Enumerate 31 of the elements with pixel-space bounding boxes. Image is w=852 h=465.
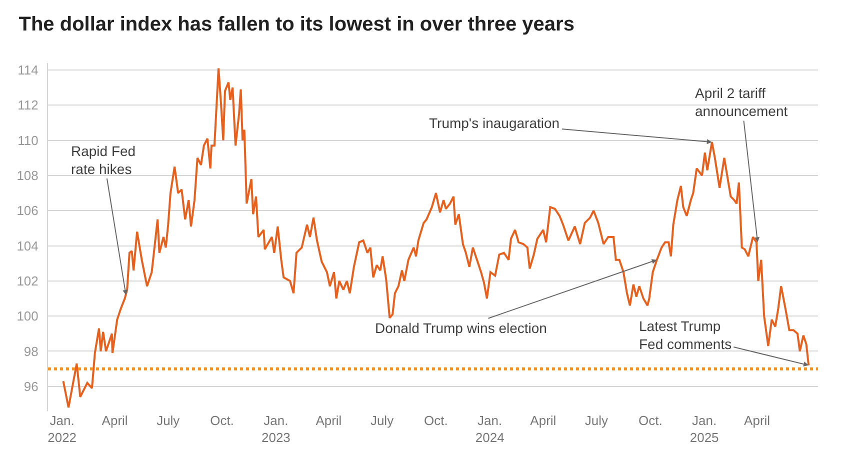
x-tick-label: Oct. [424,413,448,428]
y-tick-label: 114 [18,62,38,78]
y-tick-label: 100 [16,308,38,324]
y-tick-label: 106 [16,203,38,218]
x-tick-label: Jan. 2023 [261,413,290,445]
chart-title: The dollar index has fallen to its lowest in over three years [18,13,574,36]
x-tick-label: Oct. [638,413,662,428]
annotation: Rapid Fed rate hikes [71,143,136,178]
y-tick-label: 96 [24,378,38,394]
line-series [62,67,810,408]
y-tick-label: 102 [16,273,38,288]
x-tick-label: April [530,413,556,428]
x-tick-label: Jan. 2025 [690,413,719,445]
x-tick-label: July [584,413,609,428]
y-tick-label: 108 [16,168,38,184]
y-tick-label: 98 [24,344,38,359]
x-tick-label: April [102,413,128,428]
x-tick-label: Oct. [210,413,234,428]
y-tick-label: 112 [18,98,38,113]
y-tick-label: 104 [16,238,38,254]
annotation: Donald Trump wins election [375,320,547,336]
annotation: April 2 tariff announcement [695,85,788,120]
x-tick-label: Jan. 2022 [48,413,77,445]
x-tick-label: July [156,413,180,428]
x-tick-label: July [370,413,394,428]
annotation: Trump's inaugaration [429,115,560,131]
annotation: Latest Trump Fed comments [639,318,732,352]
x-tick-label: April [744,413,770,428]
x-tick-label: April [316,413,342,428]
y-tick-label: 110 [18,132,38,148]
x-tick-label: Jan. 2024 [475,413,504,445]
